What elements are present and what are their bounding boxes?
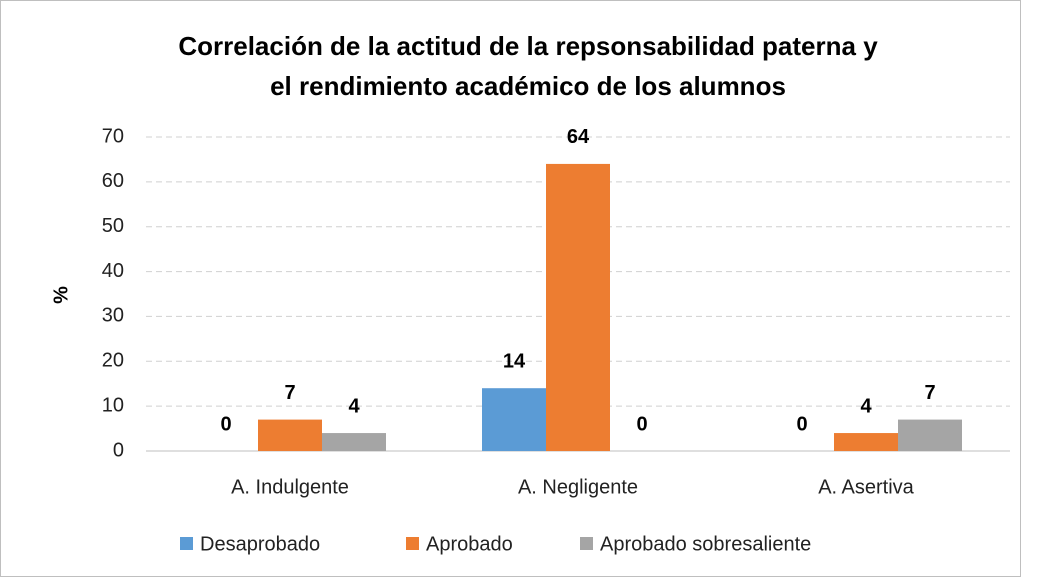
value-label: 0 <box>636 413 647 435</box>
chart-title: Correlación de la actitud de la repsonsa… <box>178 31 878 61</box>
legend-swatch <box>580 537 593 550</box>
value-label: 4 <box>860 395 872 417</box>
y-tick-label: 30 <box>102 305 124 327</box>
x-tick-label: A. Indulgente <box>231 476 349 498</box>
y-tick-label: 40 <box>102 260 124 282</box>
bar <box>258 419 322 451</box>
bar <box>834 433 898 451</box>
y-tick-label: 10 <box>102 394 124 416</box>
value-label: 14 <box>503 350 526 372</box>
legend-label: Aprobado <box>426 533 513 555</box>
y-tick-label: 50 <box>102 215 124 237</box>
legend-swatch <box>406 537 419 550</box>
x-tick-label: A. Negligente <box>518 476 638 498</box>
value-label: 7 <box>924 382 935 404</box>
legend-label: Aprobado sobresaliente <box>600 533 811 555</box>
bar <box>322 433 386 451</box>
chart-title: el rendimiento académico de los alumnos <box>270 71 786 101</box>
legend-label: Desaprobado <box>200 533 320 555</box>
value-label: 0 <box>220 413 231 435</box>
bar <box>482 388 546 451</box>
x-tick-label: A. Asertiva <box>818 476 914 498</box>
value-label: 4 <box>348 395 360 417</box>
y-tick-label: 20 <box>102 350 124 372</box>
bar <box>546 163 610 451</box>
bar <box>898 419 962 451</box>
y-tick-label: 0 <box>113 439 124 461</box>
y-tick-label: 70 <box>102 125 124 147</box>
legend-swatch <box>180 537 193 550</box>
y-axis-label: % <box>50 286 72 304</box>
y-tick-label: 60 <box>102 170 124 192</box>
value-label: 0 <box>796 413 807 435</box>
value-label: 64 <box>567 126 590 148</box>
value-label: 7 <box>284 382 295 404</box>
